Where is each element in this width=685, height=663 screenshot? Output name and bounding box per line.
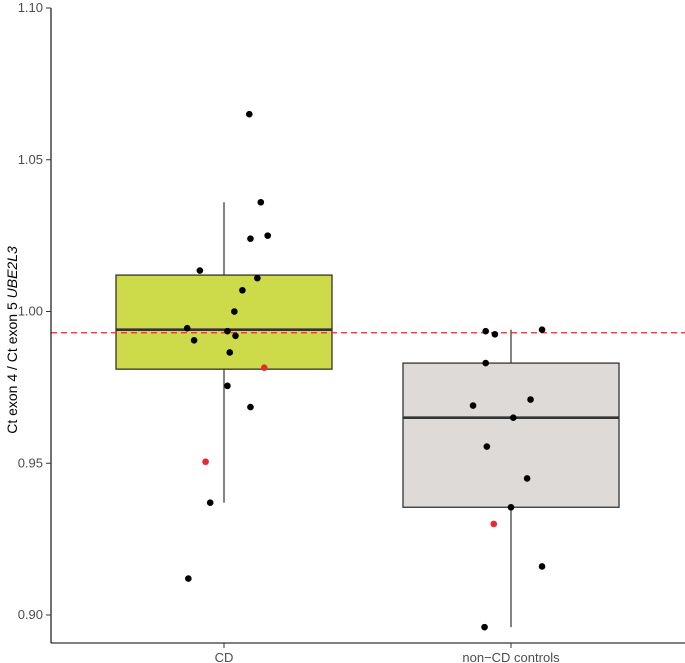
data-point [510, 414, 517, 422]
data-point [206, 499, 214, 507]
data-point [247, 235, 254, 242]
data-point [185, 575, 192, 582]
box [115, 274, 333, 370]
plot-area [51, 110, 685, 631]
data-point [224, 382, 231, 390]
data-point [190, 337, 198, 344]
data-point [257, 198, 265, 206]
y-tick-label: 1.10 [18, 0, 43, 15]
data-point [490, 520, 498, 528]
data-point [491, 330, 499, 338]
y-axis-title-plain: Ct exon 4 / Ct exon 5 [4, 298, 20, 433]
data-point [224, 327, 231, 335]
data-point [231, 308, 238, 315]
data-point [482, 359, 490, 367]
data-point [482, 327, 490, 335]
y-tick-label: 0.95 [18, 455, 43, 470]
data-point [483, 443, 491, 450]
y-tick-label: 1.00 [18, 304, 43, 319]
data-point [523, 475, 531, 482]
data-point [247, 403, 254, 411]
data-point [264, 232, 272, 239]
y-axis-title: Ct exon 4 / Ct exon 5 UBE2L3 [4, 246, 20, 434]
data-point [538, 326, 546, 334]
data-point [527, 396, 534, 403]
y-tick-label: 1.05 [18, 152, 43, 167]
data-point [196, 267, 204, 274]
data-point [239, 286, 246, 294]
x-tick-label: CD [215, 650, 234, 663]
data-point [246, 110, 253, 118]
y-tick-label: 0.90 [18, 607, 43, 622]
data-point [183, 324, 191, 332]
x-tick-label: non−CD controls [462, 650, 560, 663]
data-point [202, 458, 209, 466]
data-point [469, 402, 477, 409]
data-point [254, 274, 261, 282]
data-point [226, 349, 234, 356]
y-axis-title-italic: UBE2L3 [4, 246, 20, 298]
axes: 0.90 0.95 1.00 1.05 1.10 CD non−CD controls [18, 0, 685, 663]
data-point [481, 623, 488, 631]
data-point [232, 332, 239, 340]
data-point [507, 503, 515, 511]
data-point [538, 563, 546, 570]
data-point [260, 364, 268, 371]
box [402, 362, 620, 508]
